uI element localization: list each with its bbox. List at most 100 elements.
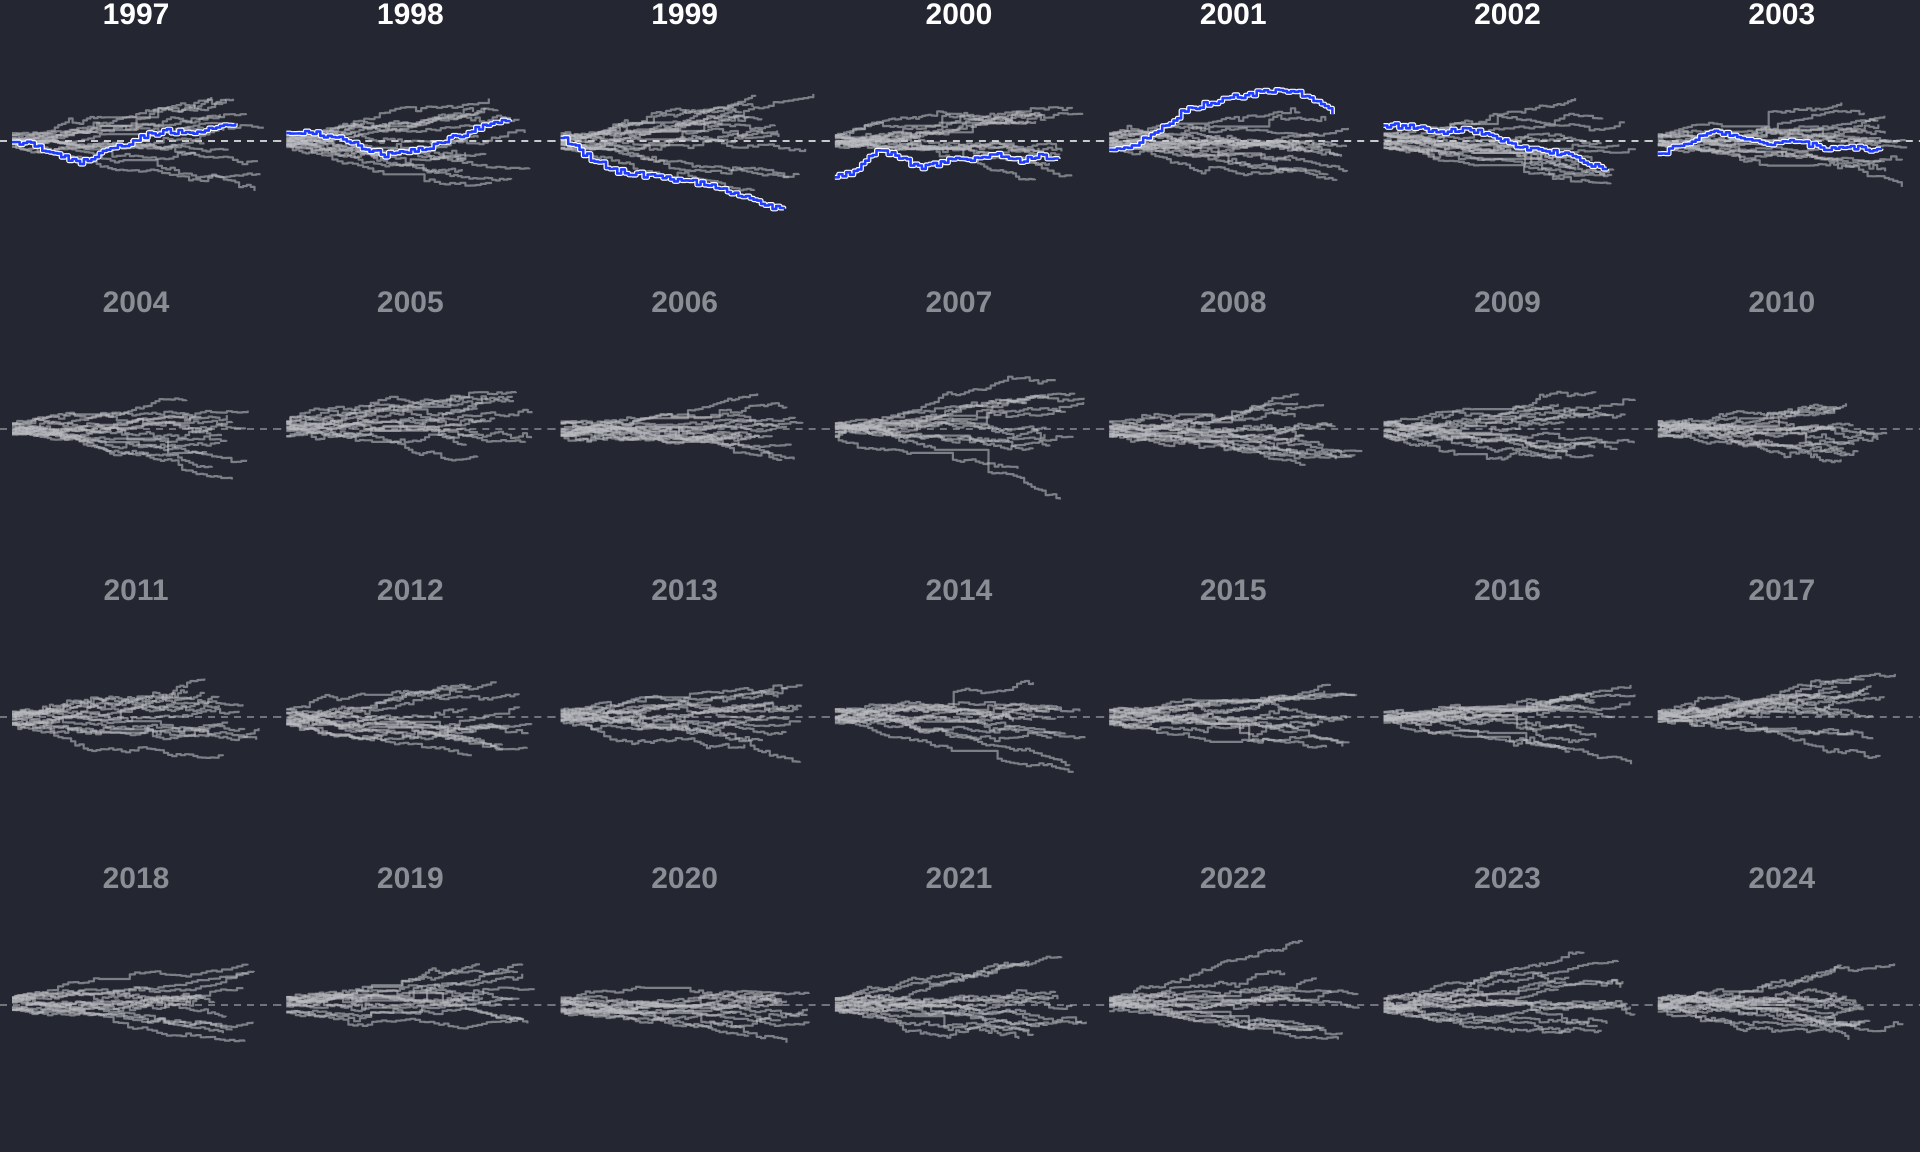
panel-title: 2009: [1474, 286, 1541, 319]
series-line: [1109, 143, 1291, 162]
series-line: [286, 685, 472, 711]
panel-2006: 2006: [548, 286, 823, 461]
panel-title: 2006: [651, 286, 718, 319]
series-line: [560, 720, 746, 750]
panel-2017: 2017: [1645, 574, 1920, 759]
series-line: [834, 392, 1076, 438]
series-line: [12, 710, 258, 740]
series-line: [1383, 990, 1610, 1015]
series-line: [1383, 142, 1587, 165]
highlight-series-line: [1383, 122, 1608, 171]
series-line: [1383, 429, 1635, 444]
series-line: [1383, 136, 1602, 148]
series-line: [286, 391, 518, 423]
panel-title: 2022: [1200, 862, 1267, 895]
panel-2000: 2000: [822, 0, 1098, 181]
series-line: [12, 97, 213, 143]
panel-2020: 2020: [548, 862, 823, 1043]
series-line: [1109, 939, 1303, 1002]
series-line: [1109, 402, 1299, 439]
series-line: [834, 110, 1017, 137]
series-line: [560, 985, 780, 1000]
series-line: [560, 1006, 811, 1027]
series-line: [560, 120, 777, 145]
panel-2018: 2018: [0, 862, 275, 1043]
panel-2005: 2005: [274, 286, 549, 462]
series-line: [1383, 135, 1612, 185]
series-line: [286, 993, 462, 1007]
series-line: [1657, 996, 1864, 1016]
panel-title: 2015: [1200, 574, 1267, 607]
series-line: [12, 137, 258, 166]
series-line: [1657, 139, 1892, 154]
series-line: [1383, 141, 1575, 170]
series-line: [286, 689, 463, 721]
series-line: [1383, 132, 1569, 151]
series-line: [12, 695, 220, 718]
series-line: [286, 712, 474, 741]
panel-title: 2002: [1474, 0, 1541, 31]
panel-2011: 2011: [0, 574, 275, 759]
series-line: [1109, 143, 1329, 176]
series-line: [1657, 419, 1835, 433]
series-line: [834, 106, 1073, 147]
panel-title: 2004: [103, 286, 170, 319]
series-line: [286, 1011, 522, 1030]
series-line: [560, 691, 779, 716]
panel-title: 2007: [926, 286, 993, 319]
series-line: [1657, 963, 1896, 1008]
series-line: [560, 402, 788, 426]
panel-2012: 2012: [274, 574, 549, 757]
series-line: [12, 972, 248, 1001]
series-line: [1383, 971, 1570, 1011]
series-line: [1109, 411, 1296, 423]
panel-2019: 2019: [274, 862, 549, 1030]
panel-2001: 2001: [1097, 0, 1372, 181]
series-line: [12, 996, 204, 1012]
panel-title: 2001: [1200, 0, 1267, 31]
series-line: [1109, 1000, 1339, 1040]
panel-title: 1997: [103, 0, 170, 31]
series-line: [560, 1000, 808, 1016]
series-line: [12, 700, 244, 718]
series-line: [1657, 717, 1874, 740]
panel-title: 1999: [651, 0, 718, 31]
series-line: [1657, 1010, 1861, 1029]
panel-title: 2024: [1748, 862, 1815, 895]
series-line: [12, 113, 247, 137]
series-line: [834, 135, 1040, 157]
series-line: [1657, 1007, 1850, 1040]
series-line: [1383, 428, 1618, 451]
series-line: [834, 111, 1084, 145]
series-line: [1109, 140, 1338, 181]
panel-2009: 2009: [1371, 286, 1646, 461]
panel-title: 1998: [377, 0, 444, 31]
panel-2002: 2002: [1371, 0, 1646, 185]
series-line: [1657, 421, 1842, 464]
series-line: [286, 418, 486, 437]
series-line: [286, 998, 467, 1010]
panel-2008: 2008: [1097, 286, 1372, 466]
series-line: [1383, 407, 1610, 430]
series-line: [560, 1008, 809, 1028]
series-line: [560, 114, 763, 144]
panel-title: 2013: [651, 574, 718, 607]
series-line: [1109, 124, 1319, 138]
panel-2013: 2013: [548, 574, 823, 763]
series-line: [286, 421, 467, 446]
series-line: [1109, 692, 1358, 716]
series-line: [560, 106, 743, 139]
series-line: [12, 717, 246, 737]
series-line: [12, 992, 227, 1018]
series-line: [560, 704, 787, 724]
series-line: [834, 718, 1074, 773]
series-line: [286, 408, 533, 424]
panel-2022: 2022: [1097, 862, 1372, 1040]
series-line: [834, 1006, 1020, 1039]
series-line: [1109, 970, 1286, 1006]
series-line: [286, 986, 535, 1005]
series-line: [12, 987, 244, 1012]
series-line: [834, 713, 1033, 729]
series-line: [1109, 433, 1356, 460]
panel-title: 2019: [377, 862, 444, 895]
